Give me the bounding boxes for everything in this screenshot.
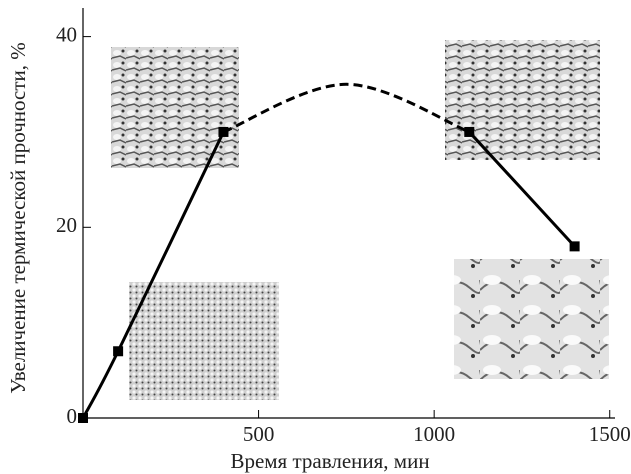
x-axis-label: Время травления, мин [230, 449, 429, 473]
micrograph [454, 259, 609, 379]
x-tick-label: 500 [243, 422, 275, 446]
y-axis-label: Увеличение термической прочности, % [6, 42, 30, 394]
y-tick-label: 20 [56, 213, 77, 237]
micrograph [111, 47, 239, 168]
marker [78, 413, 88, 423]
marker [570, 241, 580, 251]
y-tick-label: 40 [56, 22, 77, 46]
y-tick-label: 0 [67, 404, 78, 428]
x-tick-label: 1000 [413, 422, 455, 446]
micrograph [445, 40, 600, 160]
marker [464, 127, 474, 137]
x-tick-label: 1500 [589, 422, 631, 446]
line [223, 84, 469, 132]
chart: Время травления, мин Увеличение термичес… [0, 0, 631, 474]
micrograph [129, 282, 279, 400]
marker [113, 346, 123, 356]
